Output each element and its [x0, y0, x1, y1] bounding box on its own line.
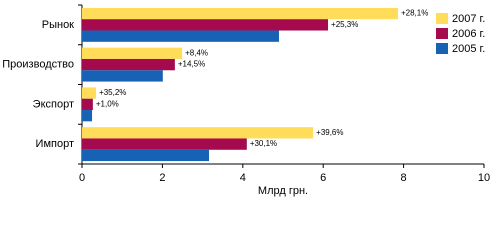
x-tick-label: 8 [401, 172, 407, 184]
y-tick-label: Импорт [36, 138, 74, 150]
bar [82, 70, 163, 82]
legend-label: 2007 г. [452, 13, 485, 25]
bar-annotation: +25,3% [331, 20, 358, 29]
bar [82, 47, 183, 59]
bar [82, 30, 279, 42]
legend-swatch [436, 28, 448, 39]
bar-annotation: +39,6% [316, 128, 343, 137]
bar [82, 110, 93, 122]
bar-annotation: +35,2% [99, 88, 126, 97]
x-tick-label: 10 [478, 172, 490, 184]
legend-label: 2005 г. [452, 43, 485, 55]
x-tick-label: 0 [79, 172, 85, 184]
bar [82, 149, 210, 162]
bar-annotation: +8,4% [185, 48, 208, 57]
legend-swatch [436, 43, 448, 54]
bar [82, 87, 97, 99]
y-tick-label: Рынок [42, 19, 74, 31]
bar [82, 7, 398, 20]
bar-annotation: +14,5% [178, 60, 205, 69]
bar-annotation: +28,1% [401, 9, 428, 18]
legend-swatch [436, 13, 448, 24]
y-tick-label: Производство [2, 59, 74, 71]
bar-annotation: +30,1% [250, 139, 277, 148]
bar [82, 98, 93, 111]
x-tick-label: 6 [320, 172, 326, 184]
bar-annotation: +1,0% [96, 99, 119, 108]
x-axis-label: Млрд грн. [258, 185, 308, 197]
bar [82, 19, 329, 31]
bar [82, 127, 314, 139]
x-tick-label: 2 [159, 172, 165, 184]
legend-label: 2006 г. [452, 28, 485, 40]
bar [82, 138, 247, 150]
x-tick-label: 4 [240, 172, 246, 184]
bar [82, 58, 175, 71]
chart: Млрд грн. 0 2 4 6 8 10 Рынок +28,1% +25,3% Произв… [2, 4, 490, 197]
y-tick-label: Экспорт [33, 98, 74, 110]
